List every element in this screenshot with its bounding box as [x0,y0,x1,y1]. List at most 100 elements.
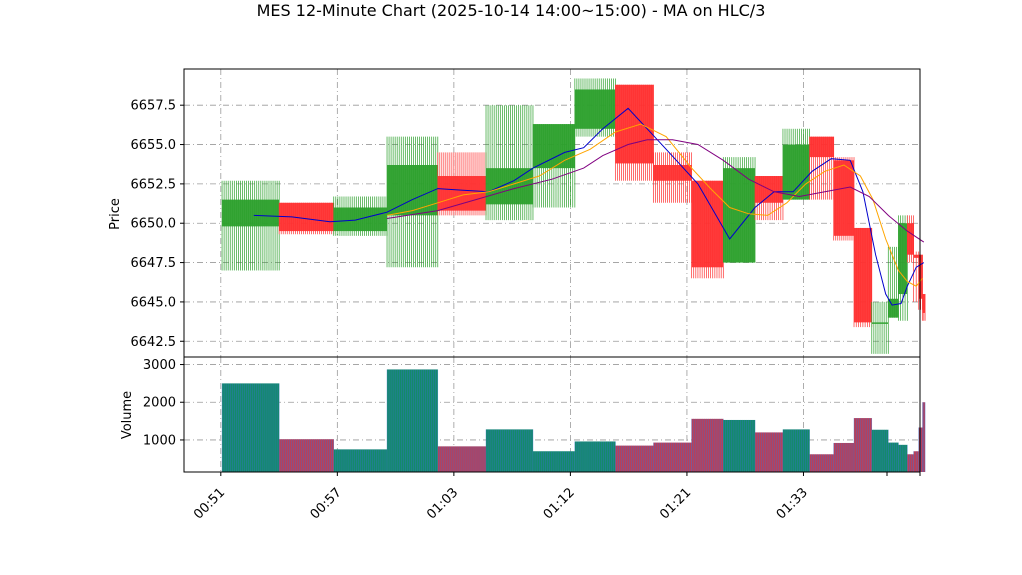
volume-bar [871,429,889,472]
price-tick-label: 6650.0 [131,217,177,232]
volume-bar [437,446,487,472]
volume-bar [278,439,334,472]
volume-bar [333,449,388,472]
candle-body [653,165,692,181]
candle-down [809,136,835,200]
volume-bar-fill [755,432,783,472]
volume-bar-fill [888,442,899,472]
volume-bar-fill [691,418,724,472]
price-tick-label: 6655.0 [131,138,177,153]
x-tick-label: 00:57 [308,485,345,522]
candle-down [615,84,654,181]
candle-body [854,227,872,323]
candle-up [898,215,908,321]
volume-bar [922,402,926,472]
volume-bar-fill [907,454,914,472]
volume-bar [221,383,280,472]
x-tick-label: 00:51 [191,485,228,522]
volume-tick-label: 3000 [143,358,176,373]
candle-down [653,152,692,203]
volume-bar [918,427,923,472]
volume-bar [907,454,914,472]
candle-body [913,254,919,258]
volume-bar-fill [387,369,438,472]
volume-bar-fill [782,429,810,472]
candle-body [833,160,855,236]
candle-body [574,89,616,129]
candle-down [691,180,724,279]
candle-down [922,294,926,321]
candle-down [906,215,915,263]
x-tick-label: 01:12 [541,485,578,522]
price-tick-label: 6642.5 [131,335,177,350]
candle-up [333,196,388,236]
volume-bar [754,432,784,472]
volume-bar [782,429,810,472]
candle-up [782,128,810,200]
price-tick-label: 6657.5 [131,99,177,114]
volume-bar-fill [723,419,756,472]
volume-bar [809,454,834,472]
price-y-ticks: 6642.5 6645.0 6647.5 6650.0 6652.5 6655.0 6657… [131,99,184,350]
price-tick-label: 6647.5 [131,256,177,271]
candle-up [871,301,889,354]
candle-up [574,78,616,137]
volume-bar [386,369,439,472]
candle-body [387,165,438,216]
price-y-axis-label: Price [108,198,123,230]
volume-bar [913,451,919,472]
x-tick-label: 01:21 [657,485,694,522]
price-tick-label: 6652.5 [131,177,177,192]
volume-bar [833,442,855,472]
candle-body [898,223,908,295]
volume-bar-fill [279,439,334,472]
volume-bars [221,369,926,472]
moving-average-lines [253,107,925,306]
volume-bar [485,429,534,472]
volume-bar [574,441,616,472]
x-tick-label: 01:03 [424,485,461,522]
candle-body [918,254,923,299]
volume-bar [723,419,756,472]
x-tick-label: 01:33 [774,485,811,522]
candle-down [913,251,920,302]
volume-y-axis-label: Volume [120,391,135,439]
candle-body [871,322,889,324]
candle-down [754,176,784,221]
candle-body [809,136,834,158]
volume-bar [888,442,899,472]
moving-average-line [386,123,923,287]
volume-bar [898,444,908,472]
candle-body [486,168,533,205]
moving-average-line [386,139,925,243]
candle-body [532,124,575,169]
volume-y-ticks: 1000 2000 3000 [143,358,184,448]
volume-bar-fill [615,445,654,472]
candle-down [853,227,873,328]
x-axis-ticks: 00:51 00:57 01:03 01:12 01:21 01:33 [191,472,921,522]
moving-average-line [253,107,925,306]
volume-bar-fill [653,442,692,472]
volume-bar-fill [486,429,533,472]
candle-up [485,105,534,221]
candle-body [615,84,654,164]
volume-bar [615,445,654,472]
volume-panel-frame [183,356,921,473]
candle-up [386,136,439,268]
volume-bar [691,418,724,472]
volume-bar [532,451,576,472]
candle-up [532,124,576,208]
chart-title: MES 12-Minute Chart (2025-10-14 14:00~15… [257,1,766,20]
price-tick-label: 6645.0 [131,295,177,310]
candle-body [922,294,926,313]
candle-body [782,144,810,200]
candle-body [691,180,724,268]
volume-bar [653,442,692,472]
price-candles [221,78,926,354]
candle-up [722,157,756,263]
candle-body [222,199,280,227]
volume-tick-label: 2000 [143,396,176,411]
candle-body [723,168,756,263]
candle-body [907,223,914,255]
